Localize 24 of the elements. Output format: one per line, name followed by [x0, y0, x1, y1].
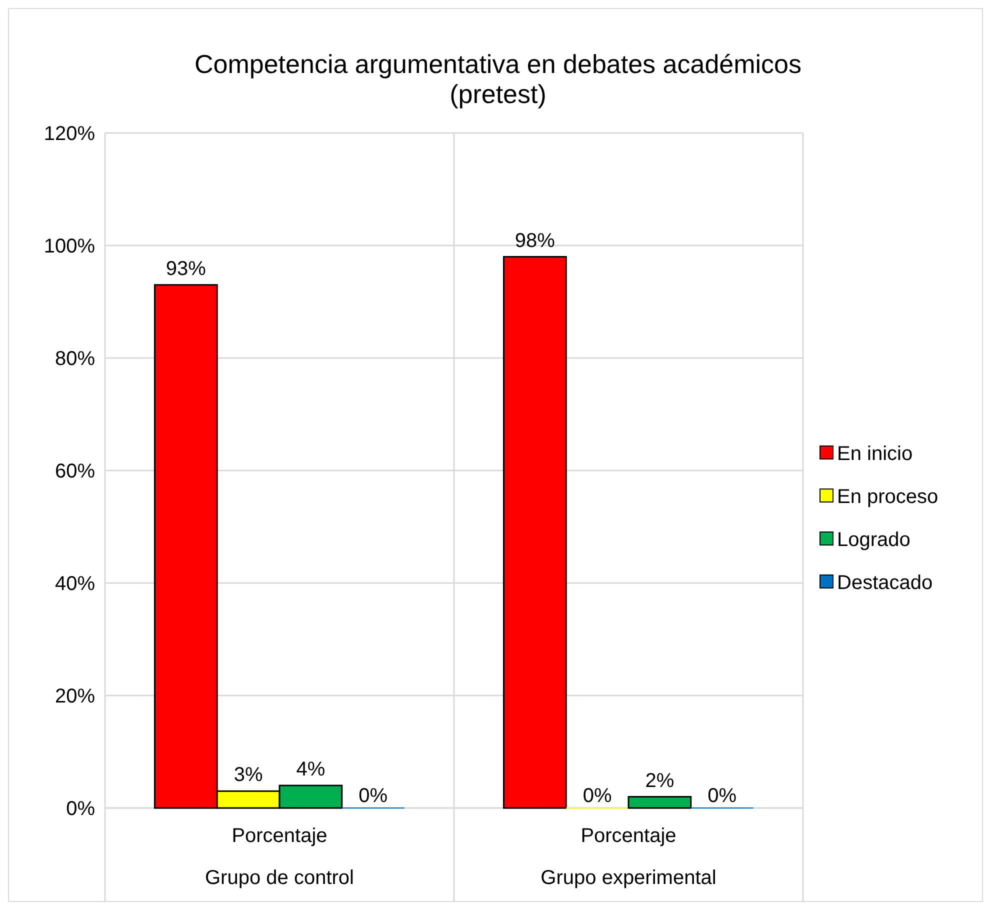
- legend-label: En inicio: [837, 443, 913, 465]
- data-label: 3%: [234, 764, 263, 786]
- data-label: 93%: [166, 258, 206, 280]
- y-tick-label: 40%: [54, 573, 96, 595]
- data-label: 4%: [296, 758, 326, 780]
- y-tick-label: 0%: [66, 798, 96, 820]
- y-tick-label: 100%: [44, 236, 96, 258]
- bar: [628, 796, 692, 809]
- y-tick-label: 60%: [54, 460, 96, 482]
- data-label: 2%: [645, 770, 674, 792]
- y-tick-label: 20%: [54, 686, 96, 708]
- x-tick-label: Porcentaje Grupo de control: [205, 825, 354, 889]
- data-label: 0%: [708, 785, 737, 807]
- chart-title: Competencia argumentativa en debates académicos (pretest): [194, 49, 802, 109]
- legend-label: Destacado: [837, 572, 933, 594]
- data-label: 0%: [582, 785, 612, 807]
- bar: [502, 256, 567, 809]
- x-tick-label: Porcentaje Grupo experimental: [540, 825, 716, 889]
- data-label: 98%: [514, 230, 556, 252]
- legend-label: En proceso: [837, 486, 938, 508]
- y-tick-label: 80%: [54, 348, 96, 370]
- legend-label: Logrado: [837, 529, 910, 551]
- data-label: 0%: [358, 785, 388, 807]
- y-tick-label: 120%: [44, 123, 96, 145]
